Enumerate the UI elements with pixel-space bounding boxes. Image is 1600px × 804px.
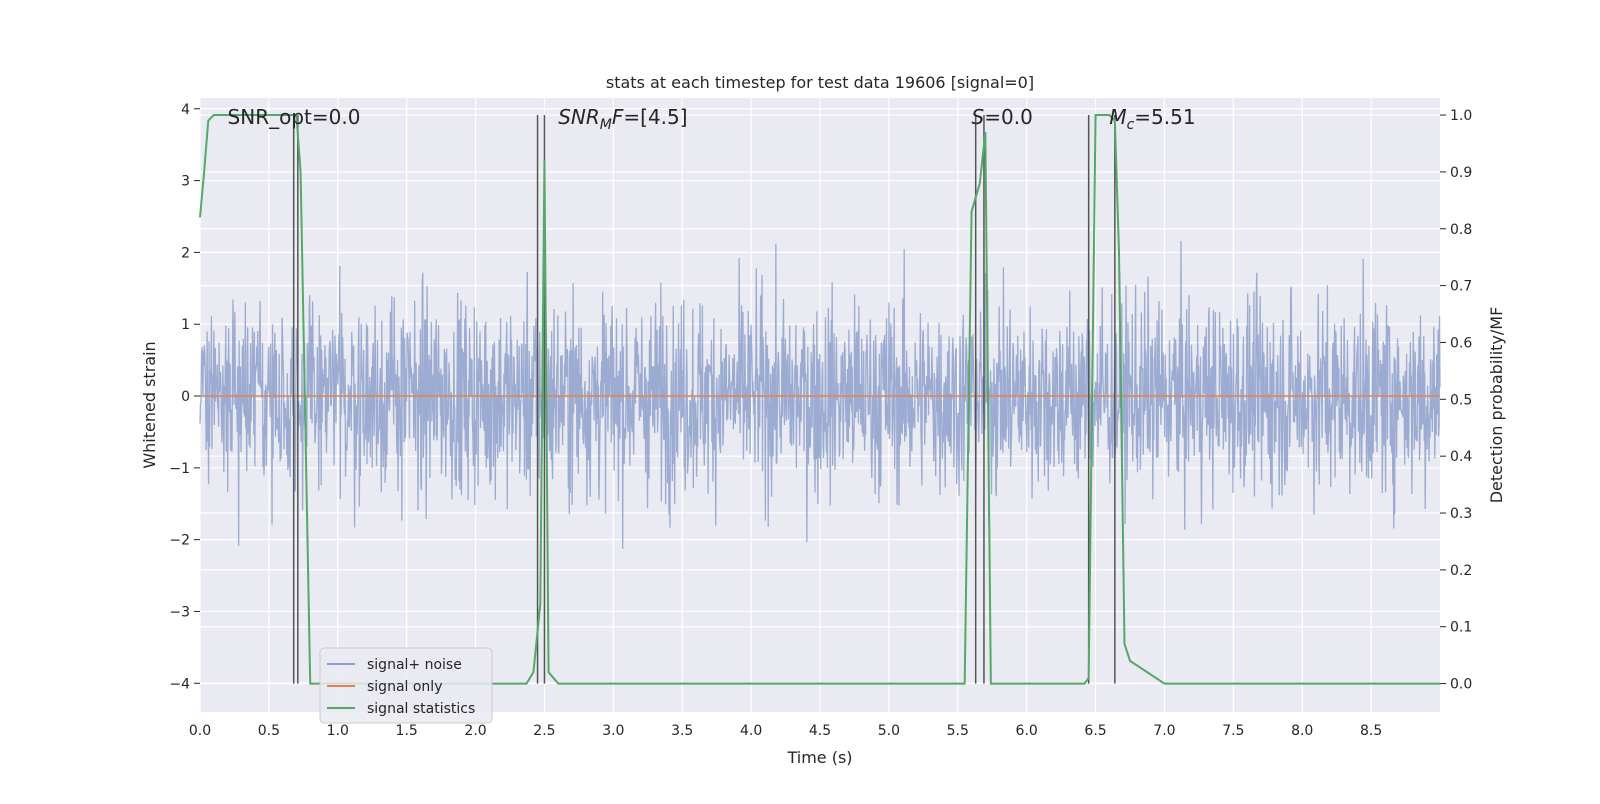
vertical-markers bbox=[292, 115, 1116, 684]
y2-tick-label: 0.1 bbox=[1450, 620, 1472, 636]
y-tick-label: 2 bbox=[181, 245, 190, 261]
x-tick-label: 7.0 bbox=[1153, 723, 1175, 739]
y-tick-label: 4 bbox=[181, 102, 190, 118]
annotations: SNR_opt=0.0 SNRMF=[4.5] S=0.0 Mc=5.51 bbox=[228, 105, 1196, 133]
y2-tick-label: 0.9 bbox=[1450, 165, 1472, 181]
x-tick-label: 4.5 bbox=[809, 723, 831, 739]
y-tick-label: −3 bbox=[169, 604, 190, 620]
y-tick-label: −1 bbox=[169, 461, 190, 477]
annotation-text: SNRMF=[4.5] bbox=[558, 105, 687, 133]
x-tick-label: 8.5 bbox=[1360, 723, 1382, 739]
x-tick-label: 1.5 bbox=[396, 723, 418, 739]
y-axis-label: Whitened strain bbox=[140, 341, 159, 468]
y2-tick-label: 0.6 bbox=[1450, 335, 1472, 351]
y-tick-label: 0 bbox=[181, 389, 190, 405]
x-tick-label: 0.0 bbox=[189, 723, 211, 739]
x-tick-label: 3.5 bbox=[671, 723, 693, 739]
legend: signal+ noise signal only signal statistic… bbox=[319, 647, 493, 724]
legend-label: signal statistics bbox=[367, 701, 475, 717]
x-tick-label: 6.5 bbox=[1084, 723, 1106, 739]
x-tick-label: 2.0 bbox=[464, 723, 486, 739]
y-tick-label: −2 bbox=[169, 533, 190, 549]
x-tick-label: 5.0 bbox=[878, 723, 900, 739]
y2-axis-label: Detection probability/MF bbox=[1487, 307, 1506, 504]
y2-tick-label: 0.2 bbox=[1450, 563, 1472, 579]
chart-title: stats at each timestep for test data 196… bbox=[606, 73, 1034, 92]
x-tick-label: 2.5 bbox=[533, 723, 555, 739]
x-tick-label: 0.5 bbox=[258, 723, 280, 739]
signal-statistics-line bbox=[199, 114, 1440, 685]
x-tick-label: 7.5 bbox=[1222, 723, 1244, 739]
y-tick-label: 3 bbox=[181, 174, 190, 190]
y2-tick-label: 0.7 bbox=[1450, 279, 1472, 295]
y2-tick-label: 0.5 bbox=[1450, 392, 1472, 408]
x-tick-label: 8.0 bbox=[1291, 723, 1313, 739]
annotation-text: S=0.0 bbox=[972, 105, 1033, 129]
y2-tick-label: 0.8 bbox=[1450, 222, 1472, 238]
x-tick-label: 4.0 bbox=[740, 723, 762, 739]
x-axis-label: Time (s) bbox=[786, 748, 852, 767]
signal-statistics-series bbox=[199, 114, 1440, 685]
signal-noise-series bbox=[199, 240, 1441, 549]
signal-noise-line bbox=[199, 240, 1441, 549]
y-tick-label: −4 bbox=[169, 676, 190, 692]
y2-tick-label: 0.0 bbox=[1450, 677, 1472, 693]
x-tick-label: 1.0 bbox=[327, 723, 349, 739]
y2-tick-label: 1.0 bbox=[1450, 108, 1472, 124]
x-tick-label: 5.5 bbox=[947, 723, 969, 739]
annotation-text: Mc=5.51 bbox=[1109, 105, 1195, 133]
tick-labels: 0.0 0.5 1.0 1.5 2.0 2.5 3.0 3.5 4.0 4.5 5.0 5.5 6.0 6… bbox=[169, 102, 1472, 739]
x-tick-label: 6.0 bbox=[1016, 723, 1038, 739]
y2-tick-label: 0.4 bbox=[1450, 449, 1472, 465]
x-tick-label: 3.0 bbox=[602, 723, 624, 739]
annotation-text: SNR_opt=0.0 bbox=[228, 105, 361, 129]
legend-label: signal only bbox=[367, 679, 442, 695]
legend-box bbox=[319, 647, 493, 724]
y2-tick-label: 0.3 bbox=[1450, 506, 1472, 522]
legend-label: signal+ noise bbox=[367, 657, 462, 673]
y-tick-label: 1 bbox=[181, 317, 190, 333]
